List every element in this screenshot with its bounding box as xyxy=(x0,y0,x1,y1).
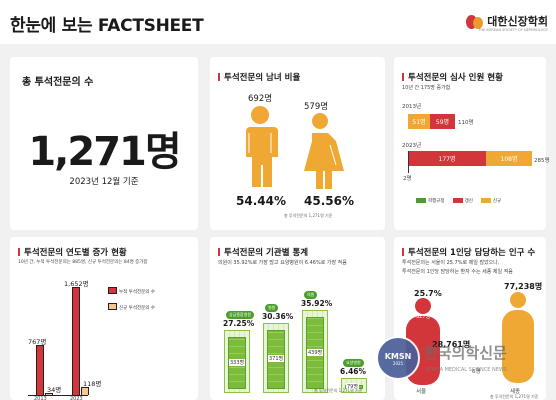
seoul-count: 327명 xyxy=(416,314,431,320)
review-2023-total: 285명 xyxy=(534,158,550,164)
review-2013-total: 110명 xyxy=(458,120,474,126)
institution-subtitle: 의원이 35.92%로 가장 많고 요양병원이 6.46%로 가장 적음 xyxy=(218,260,347,266)
institution-tag-2: 병원 xyxy=(265,304,279,313)
male-count: 692명 xyxy=(248,94,273,104)
logo-mark-icon xyxy=(466,12,484,30)
label-new-2013: 34명 xyxy=(47,385,62,394)
legend-item-green: 학행규정 xyxy=(416,198,445,204)
institution-count-2: 371명 xyxy=(268,355,285,363)
gender-note: 총 투석전문의 1,271명 기준 xyxy=(284,213,333,218)
institution-card: 투석전문의 기관별 통계 의원이 35.92%로 가장 많고 요양병원이 6.4… xyxy=(210,237,385,400)
population-note: 총 투석전문의 1,271명 기준 xyxy=(490,394,539,399)
gender-title: 투석전문의 남녀 비율 xyxy=(218,71,300,83)
female-figure-icon xyxy=(303,113,344,189)
yearly-axis xyxy=(28,395,88,396)
female-count: 579명 xyxy=(304,102,329,112)
population-card: 투석전문의 1인당 담당하는 인구 수 투석전문의는 서울이 25.7%로 제일… xyxy=(394,237,546,400)
institution-title: 투석전문의 기관별 통계 xyxy=(218,246,308,258)
institution-tag-1: 상급종합병원 xyxy=(226,311,255,320)
label-cumulative-2023: 1,652명 xyxy=(64,279,89,288)
total-value: 1,271명 xyxy=(28,129,181,175)
review-title: 투석전문의 심사 인원 현황 xyxy=(402,71,503,83)
page-title: 한눈에 보는 FACTSHEET xyxy=(10,16,204,36)
institution-note: 총 투석전문의 1,271명 기준 xyxy=(314,388,363,393)
gender-figures-icon xyxy=(246,106,344,189)
yearly-title: 투석전문의 연도별 증가 현황 xyxy=(18,246,127,258)
watermark-subtext: KOREA MEDICAL SCIENCE NEWS xyxy=(426,367,507,373)
institution-percent-3: 35.92% xyxy=(301,299,333,309)
institution-percent-1: 27.25% xyxy=(223,319,255,329)
seoul-people: 28,761명 xyxy=(432,340,471,349)
total-title: 총 투석전문의 수 xyxy=(22,77,94,88)
legend-item-yellow: 신규 xyxy=(480,198,501,204)
population-title: 투석전문의 1인당 담당하는 인구 수 xyxy=(402,246,535,258)
institution-count-3: 439명 xyxy=(307,348,324,356)
seoul-percent: 25.7% xyxy=(414,289,442,298)
gender-card: 투석전문의 남녀 비율 692명 579명 54.44% 45.56% 총 투석… xyxy=(210,57,385,230)
label-new-2023: 118명 xyxy=(83,380,102,389)
review-subtitle: 10년 간 175명 증가함 xyxy=(402,85,451,91)
review-2013-a: 51명 xyxy=(408,114,430,129)
population-line2: 투석전문의 1인당 담당하는 환자 수는 세종 제일 적음 xyxy=(402,269,513,275)
watermark-badge: KMSN 2025 xyxy=(376,336,420,380)
sejong-people: 77,238명 xyxy=(504,282,543,291)
legend-item-red: 갱신 xyxy=(452,198,473,204)
female-percent: 45.56% xyxy=(304,194,354,208)
bar-new-2023 xyxy=(81,387,89,395)
year-label-2023: 2023 xyxy=(70,396,83,400)
institution-count-1: 333명 xyxy=(229,358,246,366)
institution-tag-3: 의원 xyxy=(304,291,318,300)
society-logo: 대한신장학회 THE KOREAN SOCIETY OF NEPHROLOGY xyxy=(466,12,548,32)
review-extra: 2명 xyxy=(403,176,412,182)
review-year-2023: 2023년 xyxy=(402,143,422,149)
review-year-2013: 2013년 xyxy=(402,104,422,110)
male-figure-icon xyxy=(246,106,278,187)
yearly-card: 투석전문의 연도별 증가 현황 10년 간, 누적 투석전문의는 885명, 신… xyxy=(10,237,198,400)
institution-percent-4: 6.46% xyxy=(340,367,367,377)
total-card: 총 투석전문의 수 1,271명 2023년 12월 기준 xyxy=(10,57,198,230)
sejong-label: 세종 xyxy=(510,389,521,395)
year-label-2013: 2013 xyxy=(34,396,47,400)
legend-cumulative: 누적 투석전문의 수 xyxy=(108,287,155,295)
institution-count-4: 79명 xyxy=(346,382,359,390)
label-cumulative-2013: 767명 xyxy=(28,337,47,346)
yearly-chart: 767명 34명 2013 1,652명 118명 2023 xyxy=(10,267,198,400)
male-percent: 54.44% xyxy=(236,194,286,208)
review-legend: 학행규정 갱신 신규 xyxy=(416,198,501,204)
seoul-label: 서울 xyxy=(416,389,427,395)
population-line1: 투석전문의는 서울이 25.7%로 제일 많았으나, xyxy=(402,260,500,266)
review-2023-a: 177명 xyxy=(408,151,486,166)
logo-subtitle: THE KOREAN SOCIETY OF NEPHROLOGY xyxy=(478,28,548,32)
bar-cumulative-2023 xyxy=(72,286,80,395)
sejong-figure-icon xyxy=(502,292,534,383)
yearly-legend: 누적 투석전문의 수 신규 투석전문의 수 xyxy=(108,287,155,311)
logo-name: 대한신장학회 xyxy=(487,15,548,28)
review-pointer-line xyxy=(408,151,409,173)
institution-percent-2: 30.36% xyxy=(262,312,294,322)
total-date: 2023년 12월 기준 xyxy=(69,177,139,187)
sejong-count: 6명 xyxy=(472,369,481,375)
review-card: 투석전문의 심사 인원 현황 10년 간 175명 증가함 2013년 51명 … xyxy=(394,57,550,230)
watermark-text: 한국의학신문 xyxy=(424,344,507,362)
review-2023-b: 108명 xyxy=(486,151,532,166)
bar-new-2013 xyxy=(45,392,53,395)
institution-chart: 333명 27.25% 상급종합병원 371명 30.36% 병원 439명 35.92% 의원… xyxy=(210,267,385,400)
institution-tag-4: 요양병원 xyxy=(343,359,364,368)
header-bar: 한눈에 보는 FACTSHEET 대한신장학회 THE KOREAN SOCIE… xyxy=(0,0,556,44)
review-2013-b: 59명 xyxy=(430,114,455,129)
yearly-subtitle: 10년 간, 누적 투석전문의는 885명, 신규 투석전문의는 84명 증가함 xyxy=(18,260,148,265)
bar-cumulative-2013 xyxy=(36,344,44,395)
legend-new: 신규 투석전문의 수 xyxy=(108,303,155,311)
